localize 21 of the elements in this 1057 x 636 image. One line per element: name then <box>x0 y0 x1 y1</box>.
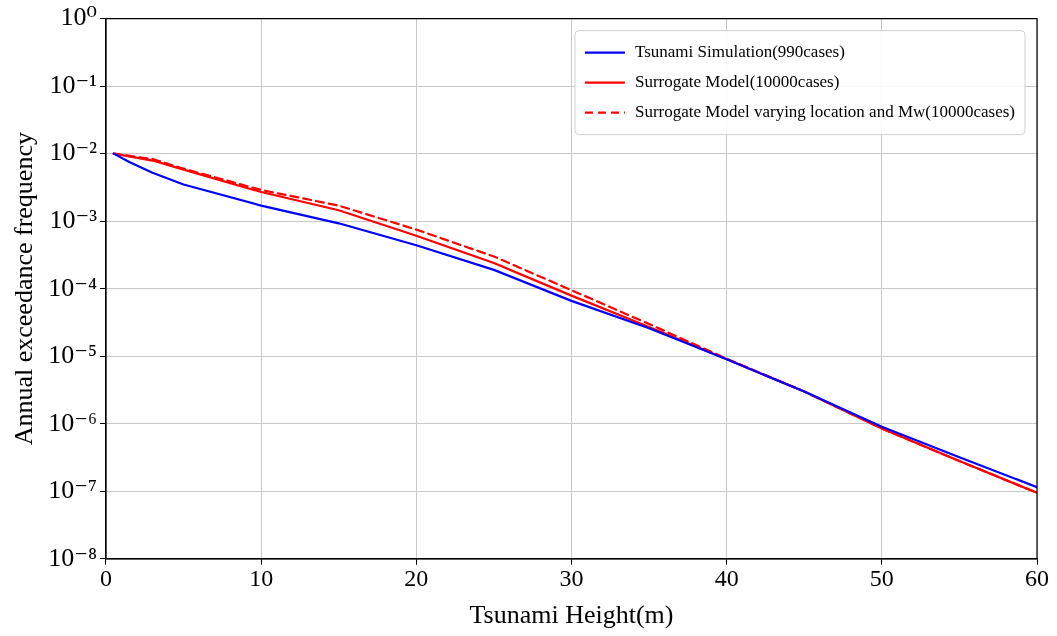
y-tick-label: 10⁻⁷ <box>48 475 97 505</box>
legend-label: Tsunami Simulation(990cases) <box>634 42 845 62</box>
y-tick-label: 10⁻⁴ <box>48 272 97 302</box>
x-tick-label: 30 <box>559 565 584 592</box>
y-tick-label: 10⁻⁸ <box>48 542 97 572</box>
x-tick-label: 0 <box>99 565 112 592</box>
y-tick-label: 10⁻⁶ <box>48 407 97 437</box>
x-tick-label: 40 <box>714 565 739 592</box>
y-tick-label: 10⁻² <box>49 137 98 167</box>
x-tick-label: 50 <box>869 565 894 592</box>
y-axis-title: Annual exceedance frequency <box>9 132 39 446</box>
x-tick-label: 20 <box>404 565 429 592</box>
legend-label: Surrogate Model varying location and Mw(10000cases) <box>634 102 1015 122</box>
x-tick-label: 10 <box>249 565 274 592</box>
y-tick-label: 10⁻¹ <box>49 69 97 99</box>
y-tick-label: 10⁻³ <box>49 205 98 234</box>
legend-label: Surrogate Model(10000cases) <box>634 72 840 92</box>
x-axis-title: Tsunami Height(m) <box>469 600 674 630</box>
y-tick-label: 10⁻⁵ <box>48 340 97 370</box>
x-tick-label: 60 <box>1025 565 1049 592</box>
y-tick-label: 10⁰ <box>60 2 97 32</box>
